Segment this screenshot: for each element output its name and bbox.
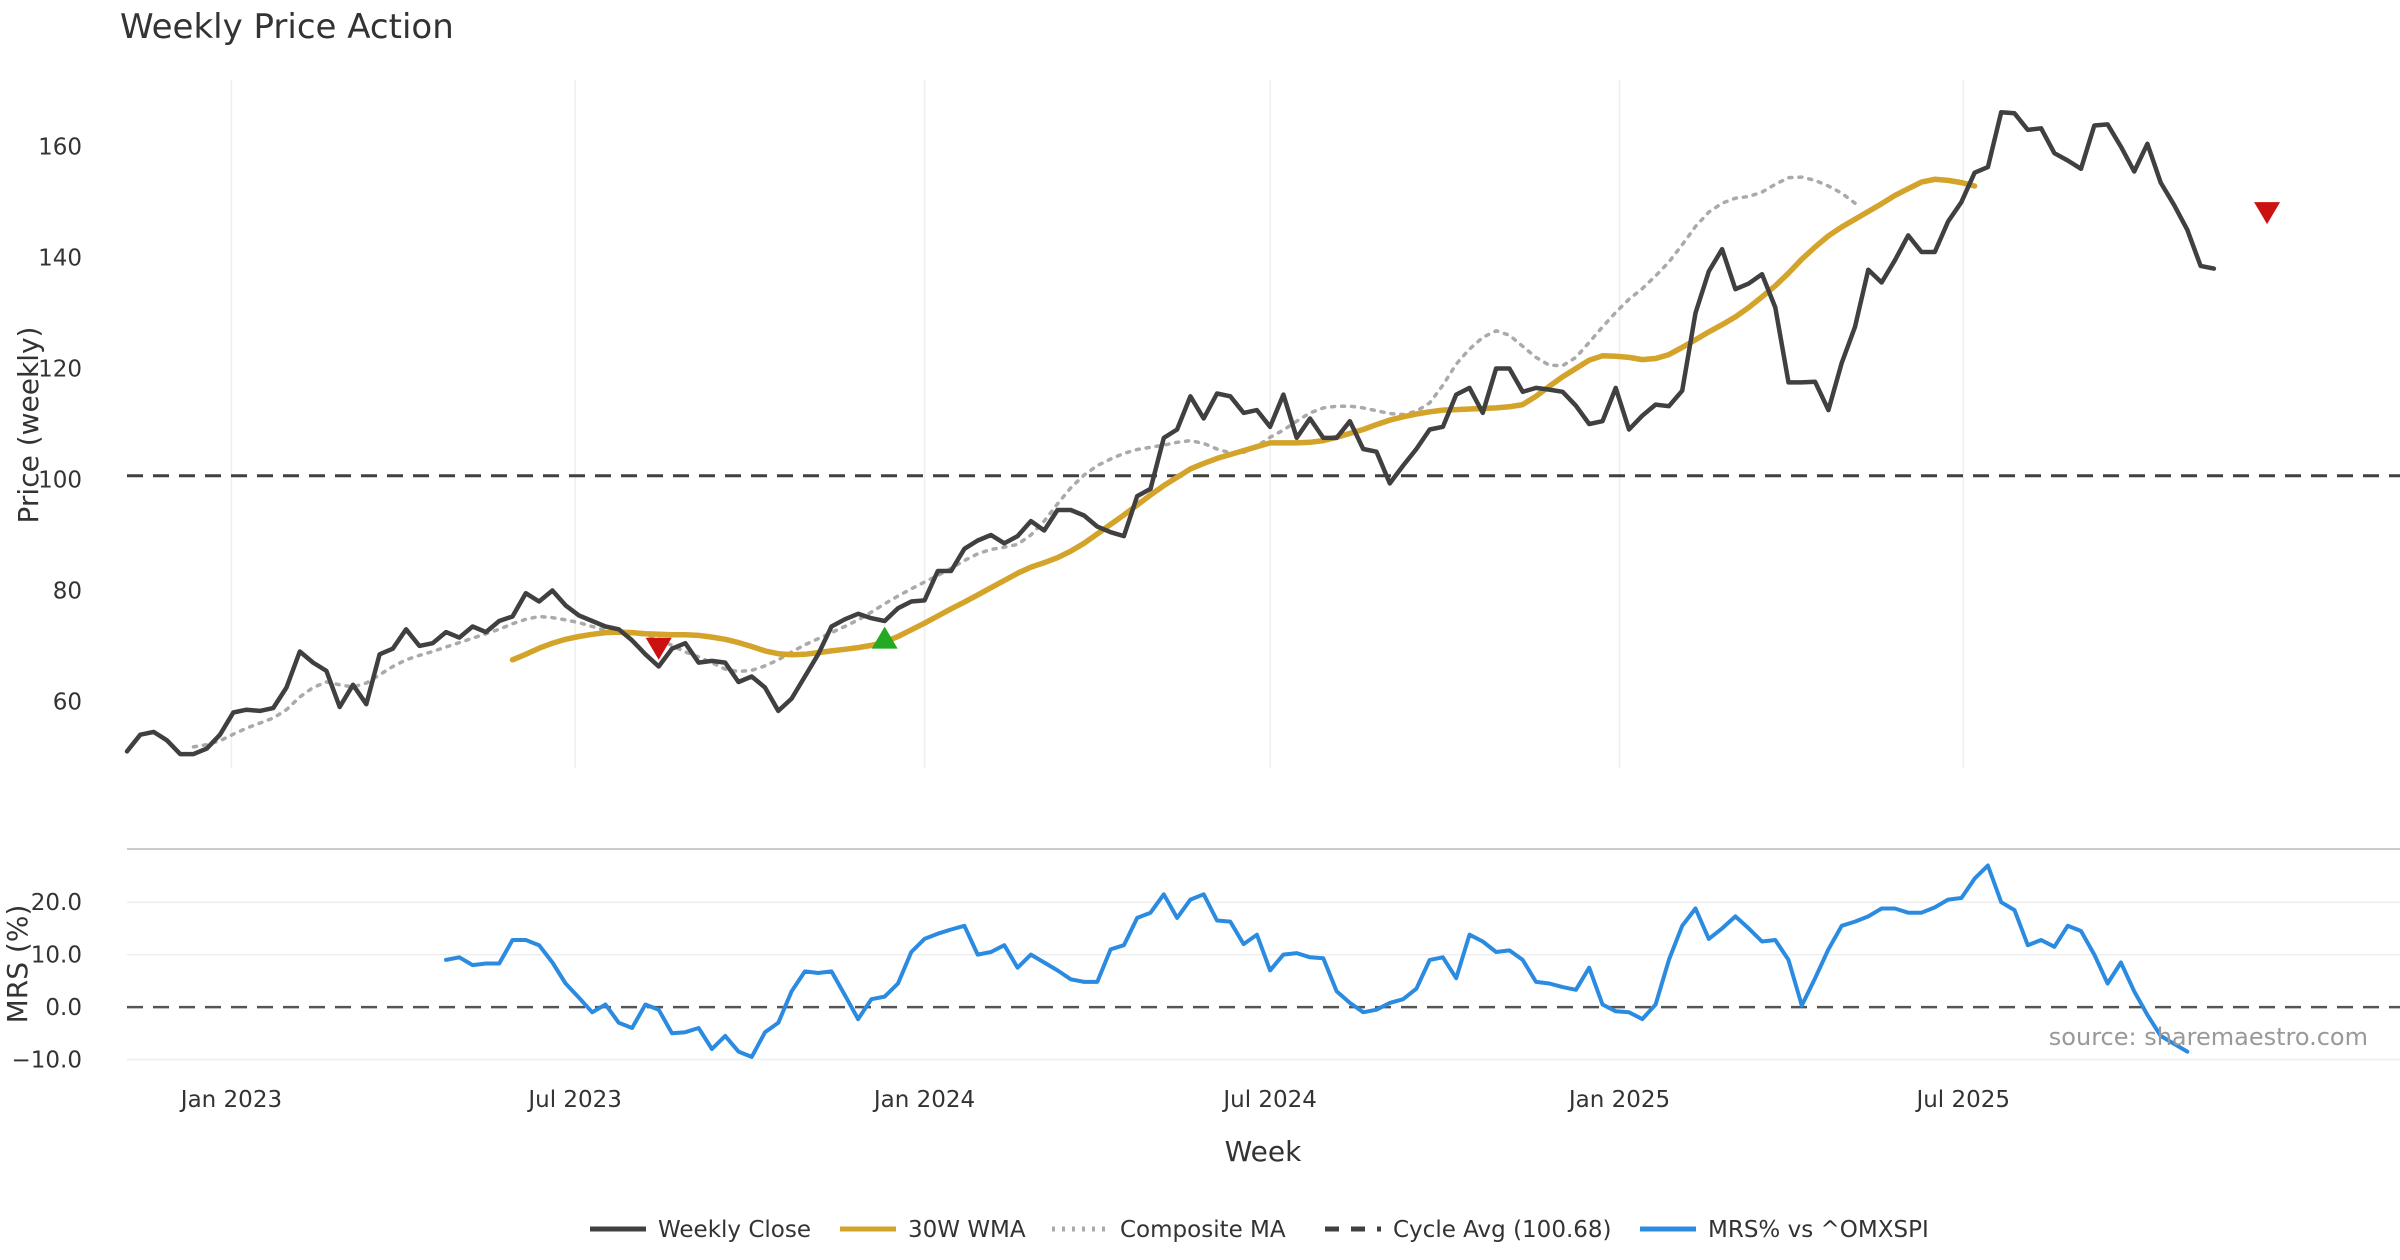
price-y-axis-label: Price (weekly)	[12, 327, 45, 524]
x-tick-jan-2025: Jan 2025	[1567, 1087, 1670, 1113]
legend-label-30w-wma: 30W WMA	[908, 1217, 1026, 1243]
chart-title: Weekly Price Action	[120, 7, 454, 47]
legend-label-mrs-vs-omxspi: MRS% vs ^OMXSPI	[1708, 1217, 1929, 1243]
signal-markers	[645, 202, 2281, 660]
price-y-tick-160: 160	[38, 135, 82, 161]
buy-signal-marker-1	[871, 626, 898, 649]
axis-ticks: Jan 2023 Jul 2023 Jan 2024 Jul 2024 Jan 2025…	[12, 135, 2011, 1113]
x-tick-jan-2024: Jan 2024	[872, 1087, 975, 1113]
sell-signal-marker-0	[645, 637, 672, 660]
price-y-tick-60: 60	[53, 689, 82, 715]
mrs-y-axis-label: MRS (%)	[1, 905, 34, 1024]
source-note: source: sharemaestro.com	[2049, 1023, 2368, 1051]
series-lines	[124, 109, 2217, 1059]
mrs-y-tick-1: 0.0	[45, 995, 82, 1021]
mrs-y-tick-0: −10.0	[12, 1048, 82, 1074]
x-tick-jul-2024: Jul 2024	[1221, 1087, 1317, 1113]
price-y-tick-120: 120	[38, 357, 82, 383]
x-axis-label: Week	[1225, 1135, 1302, 1168]
reference-lines	[127, 474, 2400, 1009]
price-y-tick-140: 140	[38, 246, 82, 272]
mrs-y-tick-2: 10.0	[31, 943, 82, 969]
x-tick-jul-2023: Jul 2023	[526, 1087, 622, 1113]
price-y-tick-100: 100	[38, 467, 82, 493]
grid-lines	[127, 80, 2400, 1061]
sell-signal-marker-2	[2254, 202, 2281, 225]
series-weekly-close	[124, 109, 2217, 757]
price-y-tick-80: 80	[53, 578, 82, 604]
x-tick-jan-2023: Jan 2023	[179, 1087, 282, 1113]
series-30w-wma	[509, 176, 1978, 663]
series-composite-ma	[191, 175, 1857, 749]
legend-label-weekly-close: Weekly Close	[658, 1217, 811, 1243]
mrs-y-tick-3: 20.0	[31, 890, 82, 916]
x-tick-jul-2025: Jul 2025	[1914, 1087, 2010, 1113]
series-mrs-vs-omxspi	[444, 863, 2190, 1059]
legend: Weekly Close 30W WMA Composite MA Cycle Avg…	[590, 1217, 1929, 1243]
legend-label-composite-ma: Composite MA	[1120, 1217, 1286, 1243]
legend-label-cycle-avg-100-68: Cycle Avg (100.68)	[1393, 1217, 1612, 1243]
